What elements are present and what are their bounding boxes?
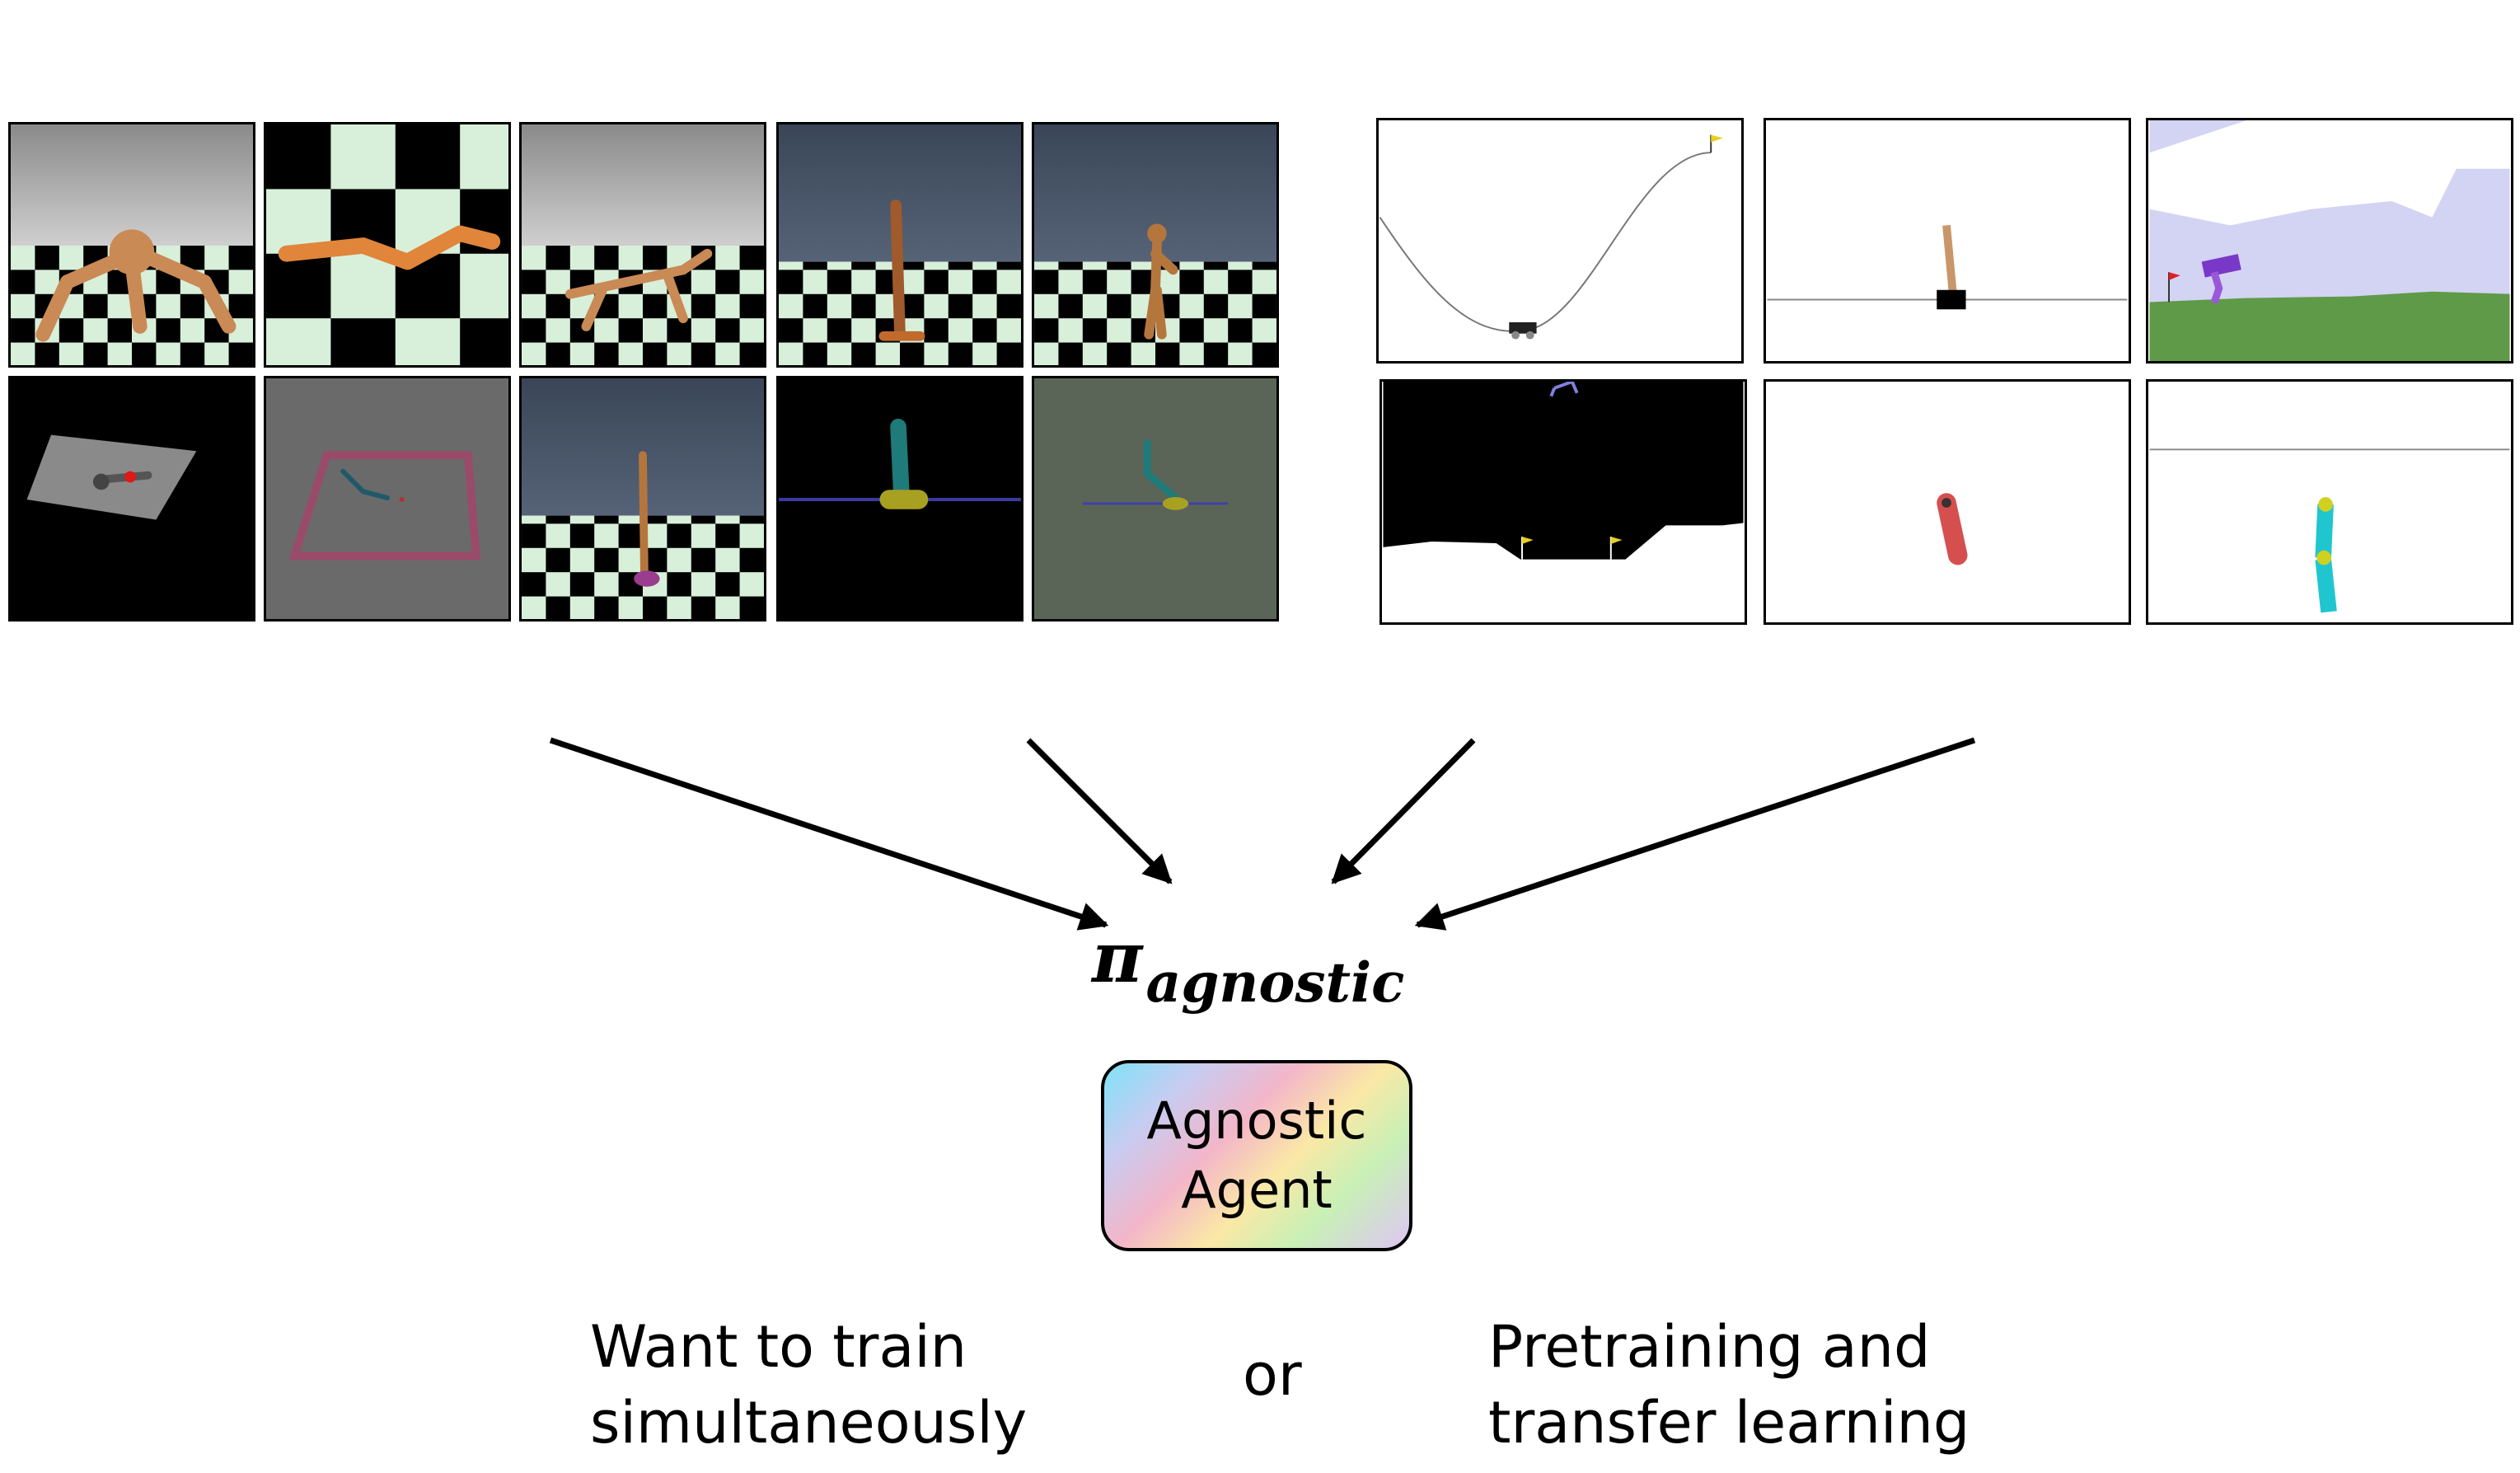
caption-left: Want to train simultaneously [590,1309,1027,1461]
humanoid-icon [1034,124,1276,365]
arrow-4 [1414,737,1976,931]
hopper-icon [779,124,1021,365]
env-lunar-lander-panel [1379,379,1747,625]
env-acrobot-panel [2146,379,2513,625]
acrobot-icon [2149,382,2510,622]
pendulum-icon [1767,382,2128,622]
bipedal-walker-icon [2149,120,2510,361]
env-bipedal-walker-panel [2146,118,2513,364]
inverted-pendulum-icon [779,378,1021,619]
policy-subscript: agnostic [1145,950,1405,1015]
swimmer-icon [266,124,508,365]
env-hopper-panel [776,122,1023,368]
env-pendulum-panel [1764,379,2131,625]
agent-box-line2: Agent [1181,1160,1333,1220]
env-humanoid-panel [1032,122,1279,368]
arrow-2 [1026,738,1173,884]
env-mountain-car-panel [1376,118,1744,364]
env-ant-panel [8,122,255,368]
reacher-icon [11,378,253,619]
env-reacher-panel [8,376,255,622]
agent-box-line1: Agnostic [1146,1091,1367,1151]
ant-icon [11,124,253,365]
mountain-car-icon [1379,120,1740,361]
caption-left-line2: simultaneously [590,1389,1028,1457]
env-swimmer-box-panel [264,376,511,622]
env-inverted-pendulum-dark-panel [776,376,1023,622]
swimmer-box-icon [266,378,508,619]
policy-label: πagnostic [1092,917,1404,1015]
half-cheetah-icon [522,124,764,365]
lunar-lander-icon [1383,382,1744,622]
caption-right-line2: transfer learning [1488,1389,1970,1457]
policy-symbol: π [1092,917,1143,998]
env-swimmer-checker-panel [264,122,511,368]
env-half-cheetah-panel [519,122,766,368]
inverted-pendulum-3d-icon [522,378,764,619]
env-cart-pole-panel [1764,118,2131,364]
caption-right-line1: Pretraining and [1488,1313,1931,1381]
arrow-3 [1331,738,1476,884]
agnostic-agent-box: Agnostic Agent [1101,1060,1412,1251]
caption-left-line1: Want to train [590,1313,967,1381]
caption-right: Pretraining and transfer learning [1488,1309,1970,1461]
cart-pole-icon [1767,120,2128,361]
env-double-pendulum-panel [1032,376,1279,622]
caption-or: or [1243,1341,1302,1409]
double-pendulum-icon [1034,378,1276,619]
env-inverted-pendulum-3d-panel [519,376,766,622]
arrow-1 [549,737,1109,931]
